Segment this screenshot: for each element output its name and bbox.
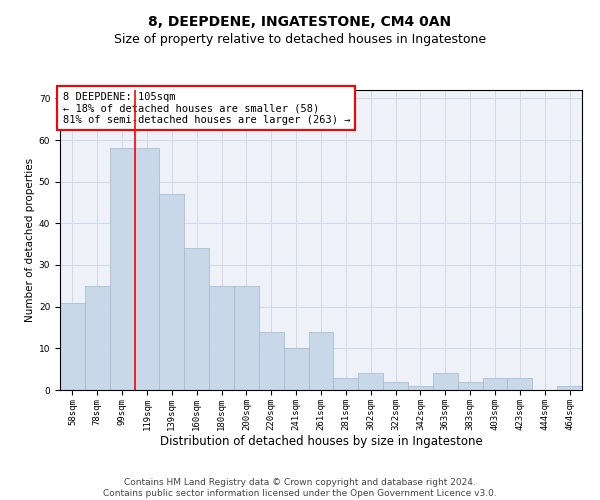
Bar [508,378,532,390]
Bar [482,378,508,390]
Text: Contains HM Land Registry data © Crown copyright and database right 2024.
Contai: Contains HM Land Registry data © Crown c… [103,478,497,498]
Bar [184,248,209,390]
Y-axis label: Number of detached properties: Number of detached properties [25,158,35,322]
Bar [284,348,308,390]
Bar [234,286,259,390]
Bar [60,302,85,390]
Bar [85,286,110,390]
Bar [358,374,383,390]
Bar [557,386,582,390]
Bar [160,194,184,390]
Bar [110,148,134,390]
Bar [383,382,408,390]
Bar [334,378,358,390]
Bar [209,286,234,390]
Text: 8 DEEPDENE: 105sqm
← 18% of detached houses are smaller (58)
81% of semi-detache: 8 DEEPDENE: 105sqm ← 18% of detached hou… [62,92,350,124]
Bar [408,386,433,390]
Bar [458,382,482,390]
Bar [308,332,334,390]
X-axis label: Distribution of detached houses by size in Ingatestone: Distribution of detached houses by size … [160,436,482,448]
Text: 8, DEEPDENE, INGATESTONE, CM4 0AN: 8, DEEPDENE, INGATESTONE, CM4 0AN [148,15,452,29]
Bar [259,332,284,390]
Bar [134,148,160,390]
Text: Size of property relative to detached houses in Ingatestone: Size of property relative to detached ho… [114,32,486,46]
Bar [433,374,458,390]
